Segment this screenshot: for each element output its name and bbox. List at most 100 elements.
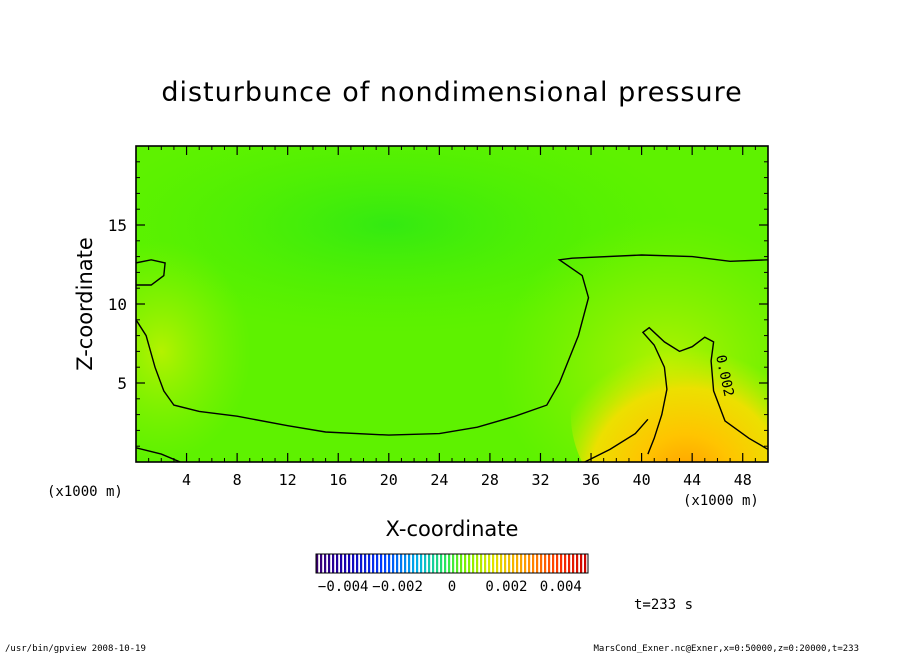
time-annotation: t=233 s (634, 597, 693, 613)
colorbar-bin (508, 554, 511, 573)
colorbar-bin (584, 554, 587, 573)
colorbar-bin (408, 554, 411, 573)
colorbar-bin (352, 554, 355, 573)
x-tick-label: 44 (683, 471, 701, 489)
contour-line-1 (136, 259, 166, 286)
y-axis-label: Z-coordinate (73, 237, 97, 371)
colorbar-bin (440, 554, 443, 573)
colorbar-bin (384, 554, 387, 573)
colorbar-bin (340, 554, 343, 573)
colorbar-bin (444, 554, 447, 573)
x-tick-label: 20 (380, 471, 398, 489)
colorbar-bin (576, 554, 579, 573)
colorbar: −0.004 −0.002 0 0.002 0.004 (315, 553, 589, 595)
colorbar-bin (480, 554, 483, 573)
colorbar-bin (336, 554, 339, 573)
chart-title: disturbunce of nondimensional pressure (161, 77, 742, 108)
colorbar-bin (432, 554, 435, 573)
colorbar-bin (344, 554, 347, 573)
x-tick-label: 28 (481, 471, 499, 489)
colorbar-label: 0.004 (540, 579, 582, 595)
colorbar-bin (420, 554, 423, 573)
colorbar-label: −0.002 (372, 579, 423, 595)
colorbar-bin (528, 554, 531, 573)
colorbar-bin (416, 554, 419, 573)
field-left-band (136, 241, 252, 462)
colorbar-bin (324, 554, 327, 573)
colorbar-bin (468, 554, 471, 573)
colorbar-bin (524, 554, 527, 573)
colorbar-bin (332, 554, 335, 573)
colorbar-bin (364, 554, 367, 573)
colorbar-bin (556, 554, 559, 573)
colorbar-bin (484, 554, 487, 573)
colorbar-bin (540, 554, 543, 573)
colorbar-bin (520, 554, 523, 573)
y-tick-label: 10 (108, 295, 127, 314)
y-axis-ticks: 5 10 15 (108, 161, 768, 447)
footer-left: /usr/bin/gpview 2008-10-19 (5, 644, 146, 654)
colorbar-bin (428, 554, 431, 573)
x-unit-label-left: (x1000 m) (47, 484, 123, 500)
colorbar-bin (356, 554, 359, 573)
colorbar-bin (564, 554, 567, 573)
contour-line-4 (584, 418, 649, 462)
colorbar-label: 0 (448, 579, 456, 595)
heatmap-field (136, 146, 768, 462)
colorbar-bin (412, 554, 415, 573)
colorbar-label: 0.002 (485, 579, 527, 595)
colorbar-bin (464, 554, 467, 573)
colorbar-bin (376, 554, 379, 573)
colorbar-bin (472, 554, 475, 573)
colorbar-label: −0.004 (318, 579, 369, 595)
colorbar-bin (380, 554, 383, 573)
x-tick-label: 48 (734, 471, 752, 489)
x-axis-label: X-coordinate (386, 517, 519, 541)
x-unit-label-right: (x1000 m) (683, 493, 759, 509)
colorbar-bin (552, 554, 555, 573)
colorbar-frame (315, 553, 589, 574)
colorbar-bin (500, 554, 503, 573)
colorbar-bin (512, 554, 515, 573)
colorbar-bin (560, 554, 563, 573)
footer-right: MarsCond_Exner.nc@Exner,x=0:50000,z=0:20… (593, 644, 859, 654)
x-tick-label: 24 (430, 471, 448, 489)
colorbar-bin (548, 554, 551, 573)
colorbar-bin (532, 554, 535, 573)
colorbar-bin (392, 554, 395, 573)
colorbar-bin (496, 554, 499, 573)
x-tick-label: 32 (531, 471, 549, 489)
x-tick-label: 12 (279, 471, 297, 489)
x-axis-ticks: 4 8 12 16 20 24 28 32 36 40 44 48 (148, 146, 756, 489)
colorbar-bin (316, 554, 319, 573)
colorbar-bin (328, 554, 331, 573)
colorbar-bin (368, 554, 371, 573)
colorbar-bin (476, 554, 479, 573)
y-tick-label: 15 (108, 216, 127, 235)
x-tick-label: 40 (633, 471, 651, 489)
colorbar-bin (456, 554, 459, 573)
colorbar-bin (348, 554, 351, 573)
colorbar-bin (388, 554, 391, 573)
x-tick-label: 16 (329, 471, 347, 489)
x-tick-label: 36 (582, 471, 600, 489)
colorbar-bin (460, 554, 463, 573)
colorbar-bin (568, 554, 571, 573)
colorbar-bin (580, 554, 583, 573)
colorbar-bin (436, 554, 439, 573)
colorbar-bin (516, 554, 519, 573)
x-tick-label: 8 (233, 471, 242, 489)
colorbar-bin (572, 554, 575, 573)
colorbar-bin (544, 554, 547, 573)
colorbar-bin (320, 554, 323, 573)
colorbar-bin (372, 554, 375, 573)
field-plume-max (570, 304, 768, 462)
contour-line-0 (136, 254, 768, 436)
contour-line-2 (641, 326, 768, 455)
colorbar-bin (404, 554, 407, 573)
colorbar-bin (488, 554, 491, 573)
colorbar-bin (452, 554, 455, 573)
x-tick-label: 4 (182, 471, 191, 489)
